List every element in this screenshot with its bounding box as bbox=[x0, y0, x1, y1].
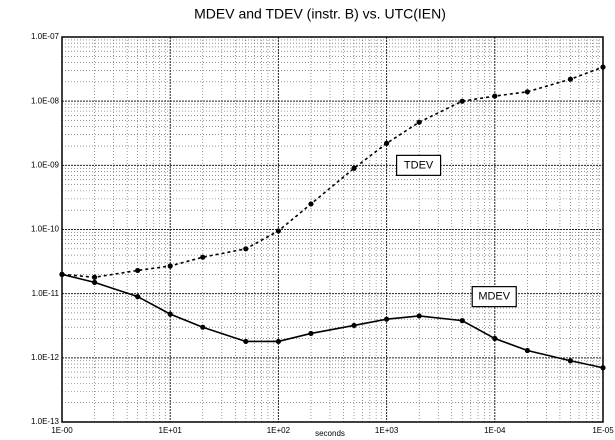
y-tick-label: 1.0E-08 bbox=[31, 96, 60, 105]
data-point bbox=[167, 263, 173, 269]
data-point bbox=[200, 254, 206, 260]
plot-frame bbox=[61, 36, 604, 423]
data-point bbox=[384, 140, 390, 146]
y-tick-label: 1.0E-13 bbox=[31, 417, 60, 426]
chart-title: MDEV and TDEV (instr. B) vs. UTC(IEN) bbox=[194, 6, 446, 22]
data-point bbox=[524, 89, 530, 95]
x-tick-label: 1E-00 bbox=[51, 426, 73, 435]
data-point bbox=[308, 330, 314, 337]
data-point bbox=[351, 322, 357, 329]
data-point bbox=[167, 311, 173, 317]
y-tick-label: 1.0E-07 bbox=[31, 32, 60, 41]
data-point bbox=[59, 271, 65, 277]
data-point bbox=[524, 347, 530, 354]
data-point bbox=[384, 316, 390, 322]
legend-box bbox=[396, 154, 442, 176]
data-point bbox=[243, 246, 249, 252]
data-point bbox=[91, 274, 98, 280]
data-point bbox=[200, 324, 206, 330]
data-point bbox=[135, 267, 141, 274]
data-point bbox=[308, 201, 314, 207]
series-line bbox=[61, 273, 604, 369]
y-tick-label: 1.0E-10 bbox=[31, 225, 60, 234]
y-tick-label: 1.0E-11 bbox=[32, 289, 60, 298]
data-point bbox=[492, 335, 498, 342]
y-tick-label: 1.0E-12 bbox=[31, 353, 60, 362]
data-point bbox=[275, 338, 281, 345]
legend-box bbox=[471, 286, 517, 308]
series-line bbox=[61, 66, 604, 279]
data-point bbox=[600, 64, 606, 70]
data-point bbox=[459, 98, 465, 104]
legend-label: TDEV bbox=[404, 159, 434, 171]
data-point bbox=[492, 93, 498, 99]
legend-label: MDEV bbox=[478, 291, 510, 303]
data-point bbox=[243, 338, 249, 345]
data-point bbox=[459, 318, 465, 324]
data-point bbox=[91, 279, 98, 285]
x-tick-label: 1E+02 bbox=[267, 426, 291, 435]
data-point bbox=[567, 76, 574, 82]
x-tick-label: 1E-04 bbox=[484, 426, 506, 435]
data-point bbox=[416, 119, 422, 125]
data-point bbox=[275, 228, 281, 234]
data-point bbox=[567, 358, 574, 364]
data-point bbox=[600, 365, 606, 371]
data-point bbox=[351, 165, 357, 171]
y-tick-label: 1.0E-09 bbox=[31, 160, 60, 169]
x-tick-label: 1E-05 bbox=[592, 426, 614, 435]
x-tick-label: 1E+03 bbox=[375, 426, 399, 435]
data-point bbox=[135, 294, 141, 300]
x-axis-label: seconds bbox=[315, 429, 345, 438]
x-tick-label: 1E+01 bbox=[159, 426, 183, 435]
data-point bbox=[416, 313, 422, 319]
